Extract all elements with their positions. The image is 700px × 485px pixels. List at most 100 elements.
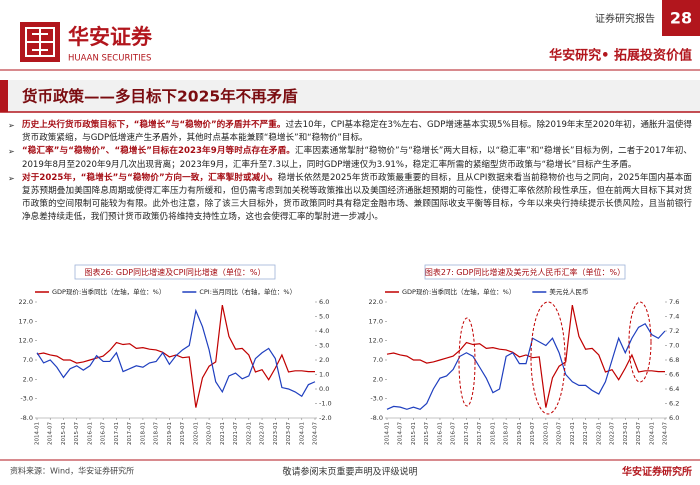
page-number: 28 (670, 9, 692, 28)
title-bar (0, 80, 700, 112)
x-tick-label: 2018-01 (140, 422, 146, 445)
bullet-list: 历史上央行货币政策目标下，“稳增长”与“稳物价”的矛盾并不严重。过去10年，CP… (8, 119, 692, 225)
slide-title: 货币政策——多目标下2025年不再矛盾 (22, 87, 298, 106)
x-tick-label: 2016-07 (451, 422, 457, 445)
bullet-body: 过去10年，CPI基本稳定在3%左右、GDP增速基本实现5%目标。除2019年末… (22, 120, 693, 144)
x-tick-label: 2023-01 (273, 422, 279, 445)
x-tick-label: 2019-07 (180, 422, 186, 445)
x-tick-label: 2015-01 (61, 422, 67, 445)
y2-tick-label: 7.2 (669, 327, 679, 335)
y2-tick-label: 0.0 (319, 385, 329, 393)
y2-tick-label: 6.0 (669, 414, 679, 422)
y2-tick-label: -2.0 (319, 414, 332, 422)
y2-tick-label: 7.0 (669, 342, 679, 350)
x-tick-label: 2024-01 (649, 422, 655, 445)
x-tick-label: 2021-07 (233, 422, 239, 445)
x-tick-label: 2020-01 (193, 422, 199, 445)
y-tick-label: 17.0 (369, 317, 383, 325)
bullet-lead: “稳汇率”与“稳物价”、“稳增长”目标在2023年9月等时点存在矛盾。 (22, 146, 295, 157)
y2-tick-label: 6.8 (669, 356, 679, 364)
caption-box (424, 264, 626, 280)
source-note: 资料来源：Wind，华安证券研究所 (10, 466, 134, 476)
bullet-body: 稳增长依然是2025年货币政策最重要的目标，且从CPI数据来看当前稳物价也与之同… (22, 172, 693, 223)
page-number-box (662, 0, 700, 36)
y2-tick-label: 7.4 (669, 313, 679, 321)
y2-tick-label: 3.0 (319, 342, 329, 350)
highlight-ellipse (530, 301, 566, 415)
chart-caption: 图表26: GDP同比增速及CPI同比增速（单位：%） (85, 267, 266, 277)
x-tick-label: 2018-07 (154, 422, 160, 445)
footer: 资料来源：Wind，华安证券研究所 敬请参阅末页重要声明及评级说明 华安证券研究… (0, 459, 700, 478)
x-tick-label: 2023-07 (286, 422, 292, 445)
x-tick-label: 2022-01 (246, 422, 252, 445)
y-tick-label: 12.0 (19, 337, 33, 345)
x-tick-label: 2022-01 (596, 422, 602, 445)
y2-tick-label: 7.6 (669, 298, 679, 306)
y2-tick-label: 6.6 (669, 371, 679, 379)
x-tick-label: 2016-01 (87, 422, 93, 445)
y-tick-label: -8.0 (20, 414, 33, 422)
header: 华安证券 HUAAN SECURITIES 证券研究报告 28 华安研究• 拓展… (0, 0, 700, 113)
legend-label: GDP现价:当季同比（左轴，单位：%） (52, 287, 165, 296)
x-tick-label: 2016-01 (437, 422, 443, 445)
bullet: “稳汇率”与“稳物价”、“稳增长”目标在2023年9月等时点存在矛盾。汇率因素通… (8, 145, 692, 171)
x-tick-label: 2024-07 (663, 422, 669, 445)
x-tick-label: 2024-01 (299, 422, 305, 445)
y2-tick-label: -1.0 (319, 400, 332, 408)
y2-tick-label: 4.0 (319, 327, 329, 335)
x-tick-label: 2014-07 (48, 422, 54, 445)
x-tick-label: 2024-07 (313, 422, 319, 445)
y2-tick-label: 6.0 (319, 298, 329, 306)
y-tick-label: -8.0 (370, 414, 383, 422)
highlight-ellipses (458, 301, 652, 415)
bullet-lead: 历史上央行货币政策目标下，“稳增长”与“稳物价”的矛盾并不严重。 (22, 120, 286, 130)
series-line (386, 304, 665, 408)
x-tick-label: 2023-01 (623, 422, 629, 445)
y-tick-label: 2.0 (23, 375, 33, 383)
x-tick-label: 2023-07 (636, 422, 642, 445)
bullet: 对于2025年，“稳增长”与“稳物价”方向一致，汇率掣肘或减小。稳增长依然是20… (8, 172, 692, 225)
x-tick-label: 2016-07 (101, 422, 107, 445)
charts: 图表27: GDP同比增速及美元兑人民币汇率（单位：%） GDP现价:当季同比（左… (19, 264, 679, 445)
y-tick-label: 12.0 (369, 337, 383, 345)
x-tick-label: 2022-07 (260, 422, 266, 445)
x-tick-label: 2014-01 (385, 422, 391, 445)
report-type: 证券研究报告 (595, 12, 655, 25)
y2-tick-label: 2.0 (319, 356, 329, 364)
logo-subtext: HUAAN SECURITIES (68, 54, 151, 64)
y2-tick-label: 6.4 (669, 385, 679, 393)
x-tick-label: 2018-01 (490, 422, 496, 445)
x-tick-label: 2014-07 (398, 422, 404, 445)
y-tick-label: 22.0 (369, 298, 383, 306)
y2-tick-label: 5.0 (319, 313, 329, 321)
caption-box (74, 264, 276, 280)
highlight-ellipse (458, 317, 476, 407)
y-tick-label: 22.0 (19, 298, 33, 306)
x-tick-label: 2020-01 (543, 422, 549, 445)
x-tick-label: 2014-01 (35, 422, 41, 445)
x-tick-label: 2021-01 (570, 422, 576, 445)
x-tick-label: 2017-07 (127, 422, 133, 445)
x-tick-label: 2017-01 (464, 422, 470, 445)
y2-tick-label: 6.2 (669, 400, 679, 408)
y-tick-label: 17.0 (19, 317, 33, 325)
x-tick-label: 2015-07 (424, 422, 430, 445)
chart-caption: 图表27: GDP同比增速及美元兑人民币汇率（单位：%） (425, 267, 625, 277)
bullet-lead: 对于2025年，“稳增长”与“稳物价”方向一致，汇率掣肘或减小。 (22, 172, 278, 183)
x-tick-label: 2019-01 (167, 422, 173, 445)
footer-org: 华安证券研究所 (622, 465, 692, 478)
x-tick-label: 2019-07 (530, 422, 536, 445)
highlight-ellipse (628, 301, 652, 383)
x-tick-label: 2022-07 (610, 422, 616, 445)
legend-label: GDP现价:当季同比（左轴，单位：%） (402, 287, 515, 296)
y2-tick-label: 1.0 (319, 371, 329, 379)
logo-text: 华安证券 (68, 25, 153, 49)
y-tick-label: -3.0 (20, 395, 33, 403)
logo-mark-pattern (26, 28, 54, 56)
bullet-body: 汇率因素通常掣肘“稳物价”与“稳增长”两大目标，以“稳汇率”和“稳增长”目标为例… (22, 146, 692, 170)
x-tick-label: 2015-07 (74, 422, 80, 445)
slogan: 华安研究• 拓展投资价值 (549, 48, 692, 64)
x-tick-label: 2018-07 (504, 422, 510, 445)
title-accent (0, 80, 8, 112)
